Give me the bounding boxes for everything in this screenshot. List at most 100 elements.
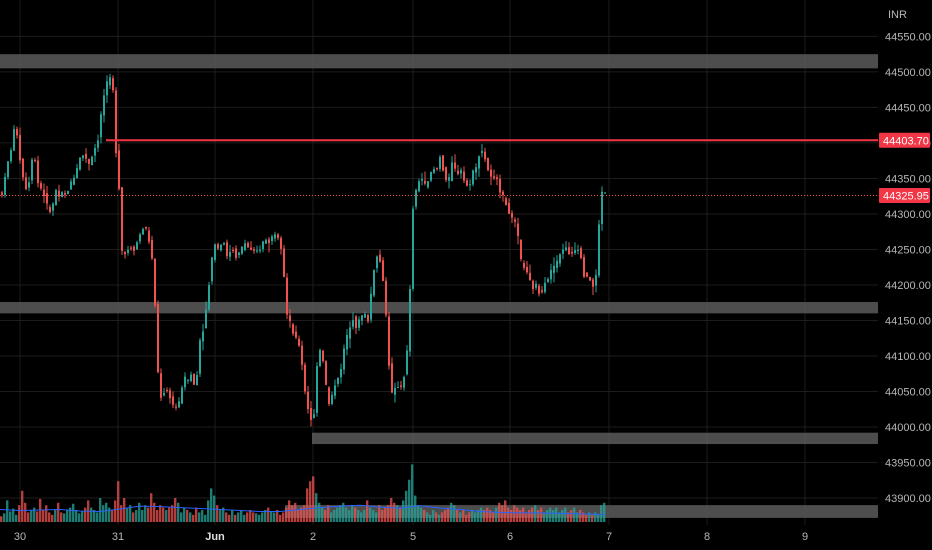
volume-bar	[303, 505, 306, 522]
candle-body	[142, 228, 144, 235]
candle-body	[328, 387, 330, 404]
volume-bar	[75, 510, 78, 522]
candle-body	[16, 129, 18, 136]
volume-bar	[123, 498, 126, 522]
candle-body	[226, 242, 228, 257]
time-tick-label: 30	[14, 531, 26, 543]
candle-body	[130, 247, 132, 249]
candle-body	[244, 243, 246, 250]
candle-body	[481, 150, 483, 154]
volume-bar	[171, 505, 174, 522]
candle-body	[229, 251, 231, 257]
zone-band[interactable]	[0, 302, 878, 314]
candle-body	[409, 289, 411, 352]
volume-bar	[594, 512, 597, 522]
volume-bar	[162, 507, 165, 522]
volume-bar	[240, 510, 243, 522]
candle-body	[7, 161, 9, 178]
price-axis[interactable]	[880, 0, 932, 550]
volume-bar	[531, 507, 534, 522]
candle-body	[565, 247, 567, 251]
candle-body	[181, 387, 183, 404]
candle-body	[22, 158, 24, 178]
volume-bar	[129, 505, 132, 522]
volume-bar	[189, 512, 192, 522]
volume-bar	[468, 512, 471, 522]
volume-bar	[270, 511, 273, 522]
volume-bar	[69, 507, 72, 522]
candle-body	[592, 279, 594, 287]
volume-bar	[234, 514, 237, 522]
volume-bar	[339, 505, 342, 522]
candle-body	[127, 249, 129, 253]
volume-bar	[105, 502, 108, 522]
volume-bar	[348, 510, 351, 522]
volume-bar	[480, 507, 483, 522]
candle-body	[601, 191, 603, 224]
volume-bar	[414, 495, 417, 522]
time-tick-label: Jun	[205, 531, 225, 543]
volume-bar	[84, 507, 87, 522]
volume-bar	[333, 510, 336, 522]
candle-body	[295, 331, 297, 338]
candle-body	[382, 260, 384, 281]
volume-bar	[546, 510, 549, 522]
volume-bar	[57, 502, 60, 522]
volume-bar	[456, 510, 459, 522]
volume-bar	[402, 500, 405, 522]
volume-bar	[444, 510, 447, 522]
volume-bar	[525, 512, 528, 522]
zone-band[interactable]	[0, 54, 878, 69]
candle-body	[133, 246, 135, 251]
volume-bar	[330, 512, 333, 522]
volume-bar	[540, 507, 543, 522]
volume-bar	[405, 490, 408, 522]
price-tick-label: 44500.00	[885, 67, 931, 79]
candle-body	[538, 285, 540, 294]
volume-bar	[579, 510, 582, 522]
candle-body	[94, 147, 96, 156]
volume-bar	[408, 479, 411, 522]
candle-body	[58, 190, 60, 197]
volume-bar	[156, 510, 159, 522]
candle-body	[490, 169, 492, 177]
volume-bar	[81, 511, 84, 522]
volume-bar	[411, 464, 414, 522]
volume-bar	[111, 510, 114, 522]
candle-body	[49, 207, 51, 213]
zone-band[interactable]	[312, 432, 878, 445]
candle-body	[70, 181, 72, 190]
volume-bar	[516, 507, 519, 522]
volume-bar	[576, 512, 579, 522]
candle-body	[157, 304, 159, 373]
candle-body	[301, 345, 303, 365]
volume-bar	[102, 505, 105, 522]
volume-bar	[33, 507, 36, 522]
volume-bar	[462, 510, 465, 522]
volume-bar	[6, 500, 9, 522]
candle-body	[250, 247, 252, 250]
volume-bar	[603, 502, 606, 522]
candle-body	[139, 234, 141, 242]
candle-body	[331, 394, 333, 404]
candle-body	[445, 167, 447, 181]
candle-body	[454, 162, 456, 169]
volume-bar	[435, 512, 438, 522]
candle-body	[421, 179, 423, 181]
candle-body	[562, 249, 564, 254]
candle-body	[163, 392, 165, 396]
volume-bar	[204, 514, 207, 522]
volume-bar	[168, 507, 171, 522]
candle-body	[112, 78, 114, 91]
price-tick-label: 44550.00	[885, 31, 931, 43]
volume-bar	[138, 502, 141, 522]
volume-bar	[573, 507, 576, 522]
price-tick-label: 44250.00	[885, 244, 931, 256]
volume-bar	[501, 505, 504, 522]
candle-body	[238, 252, 240, 255]
volume-bar	[135, 510, 138, 522]
candle-body	[457, 170, 459, 174]
volume-bar	[249, 510, 252, 522]
